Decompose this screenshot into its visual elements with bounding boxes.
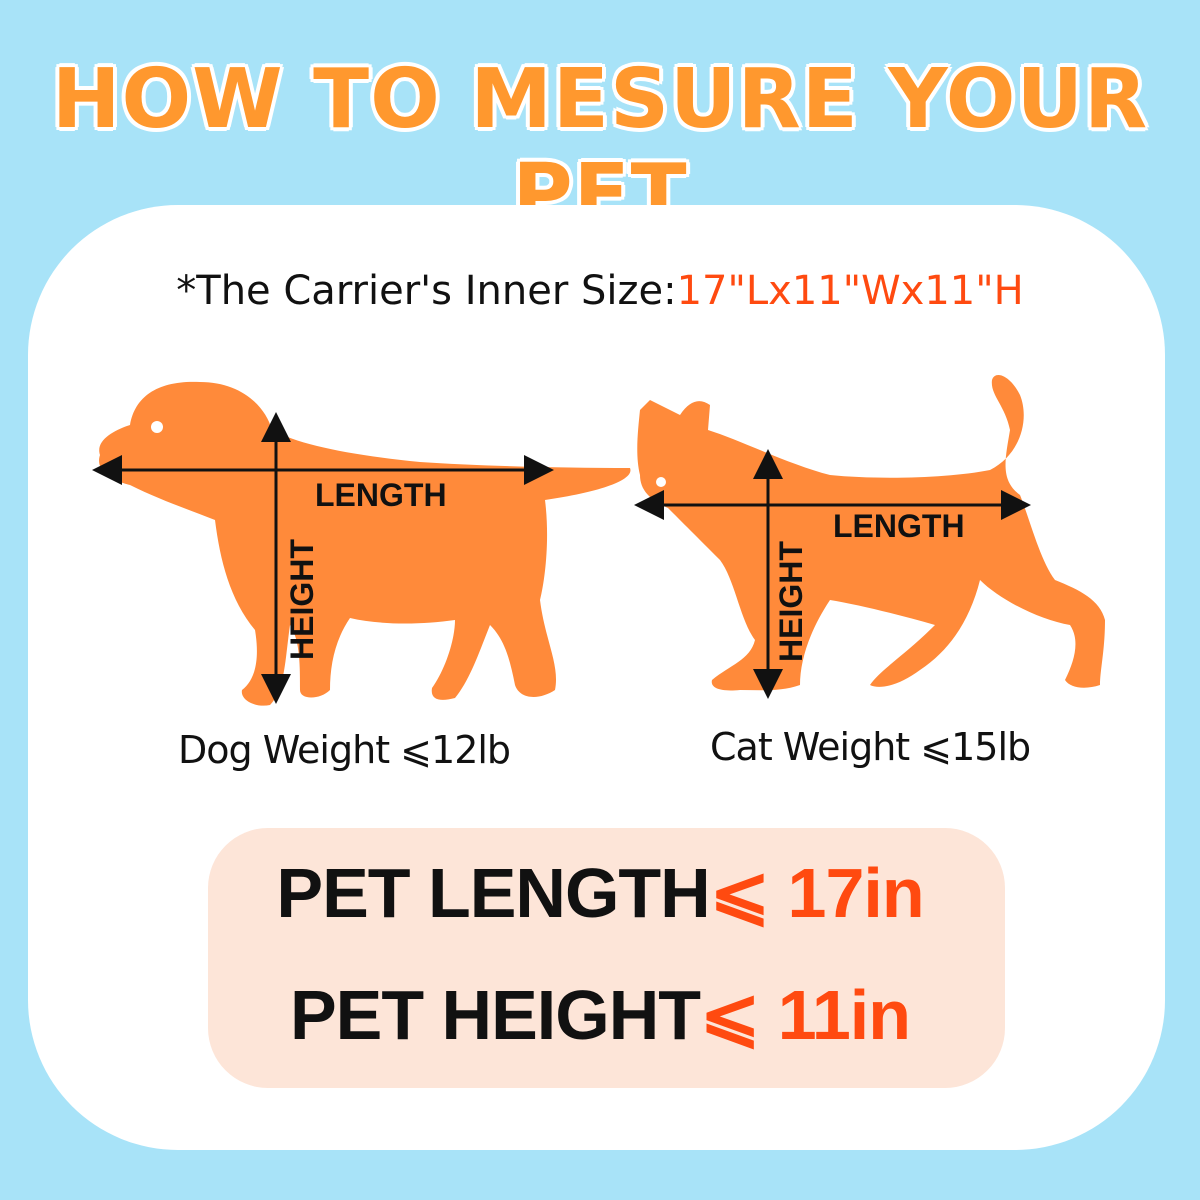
cat-height-label: HEIGHT bbox=[773, 541, 809, 662]
cat-length-label: LENGTH bbox=[833, 508, 965, 544]
inner-size-text: *The Carrier's Inner Size:17"Lx11"Wx11"H bbox=[0, 268, 1200, 314]
height-limit-value: 11in bbox=[777, 976, 911, 1054]
length-limit-value: 17in bbox=[787, 854, 925, 932]
height-limit: PET HEIGHT⩽ 11in bbox=[0, 972, 1200, 1056]
length-limit: PET LENGTH⩽ 17in bbox=[0, 850, 1200, 934]
inner-size-label: *The Carrier's Inner Size: bbox=[176, 268, 677, 314]
less-equal-symbol: ⩽ bbox=[700, 975, 760, 1055]
dog-silhouette bbox=[99, 381, 631, 706]
height-limit-label: PET HEIGHT bbox=[289, 976, 701, 1054]
cat-weight: Cat Weight ⩽15lb bbox=[710, 725, 1031, 769]
dog-height-label: HEIGHT bbox=[284, 539, 320, 660]
page-title: HOW TO MESURE YOUR PET bbox=[51, 52, 1149, 242]
inner-size-value: 17"Lx11"Wx11"H bbox=[676, 268, 1024, 314]
dog-weight: Dog Weight ⩽12lb bbox=[178, 728, 511, 772]
limits-box bbox=[208, 828, 1005, 1088]
dog-length-label: LENGTH bbox=[315, 477, 447, 513]
less-equal-symbol: ⩽ bbox=[709, 853, 770, 933]
length-limit-label: PET LENGTH bbox=[276, 854, 710, 932]
